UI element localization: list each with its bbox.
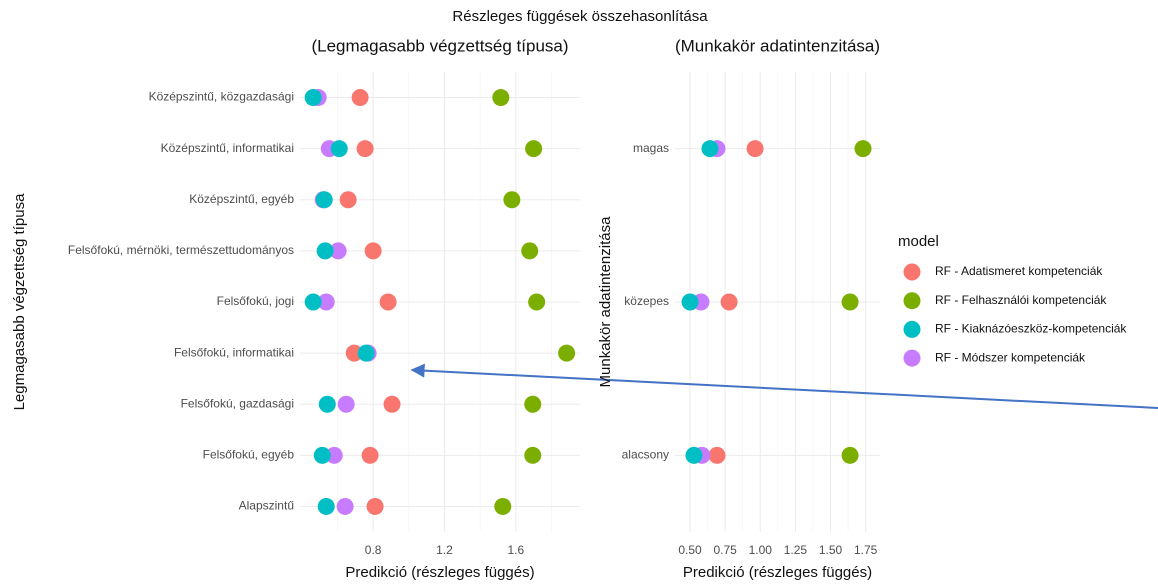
dot — [315, 191, 333, 209]
legend-swatch — [903, 320, 921, 338]
dot — [351, 89, 369, 107]
dot — [337, 395, 355, 413]
y-tick-label: magas — [633, 141, 669, 155]
dot — [317, 497, 335, 515]
dot — [685, 446, 703, 464]
y-axis-label: Munkakör adatintenzitása — [597, 216, 614, 388]
dot — [558, 344, 576, 362]
x-tick-label: 1.2 — [436, 543, 453, 557]
dot — [356, 140, 374, 158]
dot — [854, 140, 872, 158]
dot — [304, 293, 322, 311]
x-tick-label: 0.50 — [678, 543, 702, 557]
dot — [525, 140, 543, 158]
dot — [357, 344, 375, 362]
y-tick-label: Középszintű, egyéb — [189, 192, 294, 206]
y-tick-label: Felsőfokú, gazdasági — [181, 396, 294, 410]
x-axis-label: Predikció (részleges függés) — [345, 564, 534, 581]
legend-swatch — [903, 292, 921, 310]
y-tick-label: Középszintű, informatikai — [161, 141, 294, 155]
panel-title: (Munkakör adatintenzitása) — [675, 36, 880, 55]
dot — [339, 191, 357, 209]
marks-layer — [304, 89, 872, 515]
dot — [503, 191, 521, 209]
x-axis-label: Predikció (részleges függés) — [683, 564, 872, 581]
dot — [316, 242, 334, 260]
legend-label: RF - Kiaknázóeszköz-kompetenciák — [935, 322, 1127, 336]
dot — [701, 140, 719, 158]
dot — [841, 293, 859, 311]
dot — [329, 242, 347, 260]
dot — [524, 395, 542, 413]
x-tick-label: 1.75 — [854, 543, 878, 557]
legend-label: RF - Adatismeret kompetenciák — [935, 264, 1103, 278]
legend-swatch — [903, 263, 921, 281]
dot — [317, 293, 335, 311]
dot — [521, 242, 539, 260]
legend-label: RF - Módszer kompetenciák — [935, 350, 1086, 364]
annotation-arrow — [410, 363, 1158, 409]
y-tick-label: Felsőfokú, informatikai — [174, 345, 294, 359]
dot — [494, 497, 512, 515]
x-tick-label: 1.00 — [749, 543, 773, 557]
dot — [841, 446, 859, 464]
y-tick-label: közepes — [624, 294, 669, 308]
dot — [379, 293, 397, 311]
panel-title: (Legmagasabb végzettség típusa) — [311, 36, 568, 55]
y-axis-label: Legmagasabb végzettség típusa — [11, 193, 28, 410]
x-tick-label: 0.75 — [713, 543, 737, 557]
y-tick-label: Középszintű, közgazdasági — [149, 90, 294, 104]
y-tick-label: Felsőfokú, mérnöki, természettudományos — [68, 243, 294, 257]
dot — [313, 446, 331, 464]
dot — [746, 140, 764, 158]
x-tick-label: 1.50 — [819, 543, 843, 557]
dot — [366, 497, 384, 515]
main-title: Részleges függések összehasonlítása — [452, 8, 708, 25]
dot — [325, 446, 343, 464]
dot — [720, 293, 738, 311]
dot — [364, 242, 382, 260]
dot — [681, 293, 699, 311]
dot — [345, 344, 363, 362]
legend-swatch — [903, 349, 921, 367]
y-tick-label: Felsőfokú, egyéb — [203, 448, 295, 462]
dot — [528, 293, 546, 311]
x-tick-label: 1.25 — [784, 543, 808, 557]
dot — [304, 89, 322, 107]
dot — [330, 140, 348, 158]
dot — [361, 446, 379, 464]
x-tick-label: 1.6 — [507, 543, 524, 557]
legend-title: model — [898, 233, 939, 250]
legend-label: RF - Felhasználói kompetenciák — [935, 293, 1107, 307]
dot — [524, 446, 542, 464]
dot — [383, 395, 401, 413]
dot — [492, 89, 510, 107]
dot — [708, 446, 726, 464]
y-tick-label: Alapszintű — [239, 499, 295, 513]
dot — [318, 395, 336, 413]
y-tick-label: alacsony — [622, 448, 669, 462]
dot — [336, 497, 354, 515]
x-tick-label: 0.8 — [365, 543, 382, 557]
y-tick-label: Felsőfokú, jogi — [217, 294, 294, 308]
